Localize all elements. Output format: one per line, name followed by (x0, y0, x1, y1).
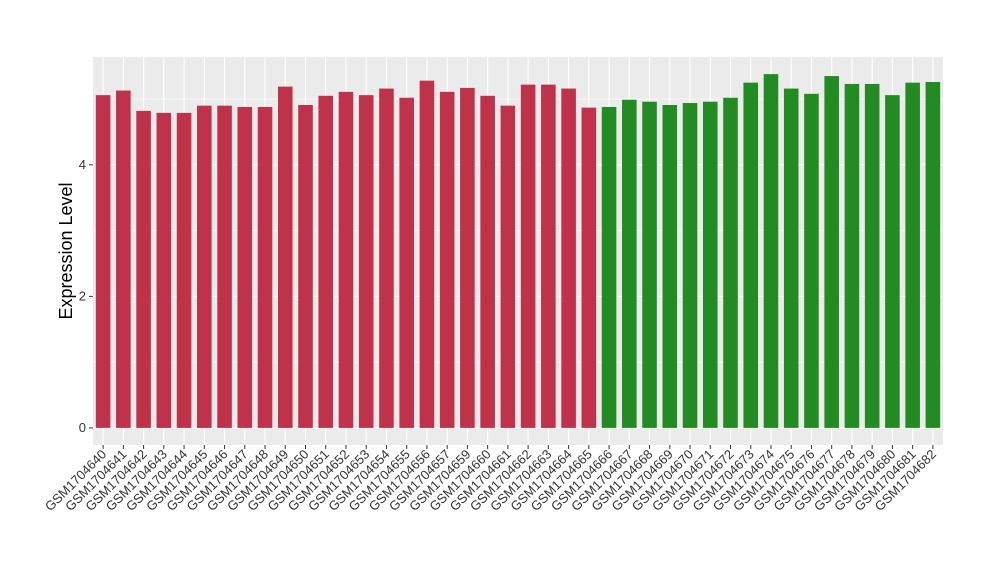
y-tick-label: 4 (79, 157, 86, 172)
bar (116, 90, 131, 428)
bar (541, 84, 556, 428)
bar (723, 97, 738, 428)
bar (581, 107, 597, 428)
bar (217, 105, 232, 428)
bar (925, 81, 941, 428)
panel (93, 57, 943, 445)
bar (439, 91, 455, 428)
bar (561, 88, 576, 428)
bar (399, 97, 414, 428)
bar (642, 101, 657, 428)
bar (318, 95, 334, 428)
bar (156, 112, 172, 428)
y-axis-label: Expression Level (56, 182, 76, 319)
bar (824, 76, 839, 428)
bar (601, 106, 617, 428)
bar (237, 106, 253, 428)
bar (277, 86, 293, 428)
bar (804, 93, 819, 428)
bar (480, 95, 495, 428)
bar (379, 88, 394, 428)
bar (864, 83, 880, 428)
bar (176, 112, 192, 428)
bar (298, 105, 313, 428)
bar (460, 87, 475, 428)
bar (358, 95, 374, 428)
bar (500, 105, 516, 428)
bar (905, 82, 920, 428)
bar (885, 95, 900, 428)
bar (338, 91, 354, 428)
y-tick-label: 0 (79, 420, 86, 435)
bar (419, 80, 435, 428)
bar (783, 88, 799, 428)
bar (763, 74, 779, 428)
bar (95, 95, 111, 428)
bar (682, 103, 698, 428)
bar (844, 83, 860, 428)
bar (743, 82, 759, 428)
bar (622, 99, 637, 428)
bar (257, 106, 273, 428)
bar (136, 110, 151, 428)
bar (520, 84, 536, 428)
bar (702, 101, 718, 428)
bar (662, 105, 678, 428)
y-tick-label: 2 (79, 288, 86, 303)
bar (197, 105, 212, 428)
